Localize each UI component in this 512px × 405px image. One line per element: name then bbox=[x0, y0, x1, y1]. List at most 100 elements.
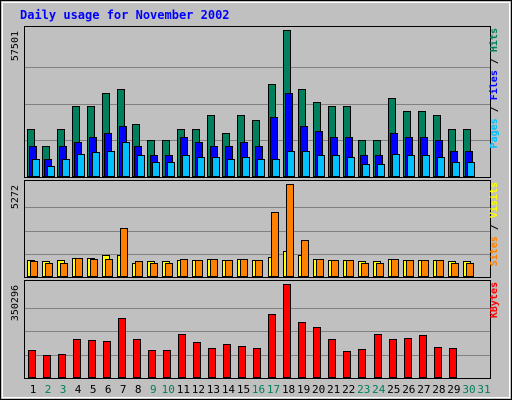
bar-sites-day-21 bbox=[331, 260, 339, 277]
bar-sites-day-12 bbox=[195, 260, 203, 277]
bar-pages-day-15 bbox=[242, 157, 250, 177]
x-tick-label: 23 bbox=[357, 383, 370, 396]
x-tick-label: 20 bbox=[312, 383, 325, 396]
bar-sites-day-7 bbox=[120, 228, 128, 277]
bar-sites-day-8 bbox=[135, 261, 143, 277]
x-tick-label: 13 bbox=[207, 383, 220, 396]
bar-kbytes-day-6 bbox=[103, 341, 111, 378]
bar-sites-day-1 bbox=[30, 261, 38, 277]
bar-pages-day-16 bbox=[257, 159, 265, 177]
x-tick-label: 3 bbox=[60, 383, 67, 396]
x-tick-label: 9 bbox=[150, 383, 157, 396]
legend-label: Pages bbox=[489, 118, 500, 148]
legend-label: Files bbox=[488, 70, 500, 100]
panel-kbytes: 350296 KBytes bbox=[10, 280, 500, 379]
bar-pages-day-2 bbox=[47, 166, 55, 177]
bar-kbytes-day-28 bbox=[434, 347, 442, 378]
series-legend: Sites / Visits bbox=[488, 182, 500, 266]
legend-label: / bbox=[489, 218, 500, 236]
x-tick-label: 18 bbox=[282, 383, 295, 396]
bar-kbytes-day-20 bbox=[313, 327, 321, 378]
x-tick-label: 19 bbox=[297, 383, 310, 396]
bar-pages-day-24 bbox=[377, 164, 385, 177]
bar-kbytes-day-7 bbox=[118, 318, 126, 378]
x-tick-label: 21 bbox=[327, 383, 340, 396]
bar-kbytes-day-5 bbox=[88, 340, 96, 378]
bar-kbytes-day-3 bbox=[58, 354, 66, 378]
legend-label: Visits bbox=[488, 182, 500, 218]
bar-pages-day-19 bbox=[302, 151, 310, 177]
bar-kbytes-day-17 bbox=[268, 314, 276, 378]
bar-kbytes-day-14 bbox=[223, 344, 231, 378]
bar-kbytes-day-1 bbox=[28, 350, 36, 378]
x-tick-label: 24 bbox=[372, 383, 386, 396]
bar-pages-day-7 bbox=[122, 142, 130, 177]
bar-kbytes-day-8 bbox=[133, 339, 141, 378]
y-axis-max-label: 350296 bbox=[10, 285, 21, 321]
x-tick-label: 26 bbox=[402, 383, 415, 396]
series-pages bbox=[32, 142, 475, 177]
x-tick-label: 10 bbox=[162, 383, 175, 396]
bar-sites-day-22 bbox=[346, 260, 354, 277]
x-tick-label: 15 bbox=[237, 383, 250, 396]
bar-sites-day-18 bbox=[286, 184, 294, 277]
bar-pages-day-17 bbox=[272, 159, 280, 177]
bar-pages-day-22 bbox=[347, 157, 355, 177]
bar-kbytes-day-12 bbox=[193, 342, 201, 378]
bar-sites-day-6 bbox=[105, 259, 113, 277]
bar-kbytes-day-13 bbox=[208, 348, 216, 378]
bar-pages-day-8 bbox=[137, 155, 145, 177]
bar-pages-day-18 bbox=[287, 151, 295, 177]
bar-pages-day-27 bbox=[422, 155, 430, 177]
legend-label: Sites bbox=[488, 236, 500, 266]
bar-sites-day-16 bbox=[255, 260, 263, 277]
bar-kbytes-day-11 bbox=[178, 334, 186, 378]
bar-pages-day-20 bbox=[317, 155, 325, 177]
bar-kbytes-day-4 bbox=[73, 339, 81, 378]
x-tick-label: 1 bbox=[30, 383, 37, 396]
x-tick-label: 12 bbox=[192, 383, 205, 396]
x-tick-label: 30 bbox=[462, 383, 475, 396]
bar-pages-day-9 bbox=[152, 162, 160, 177]
bar-pages-day-6 bbox=[107, 151, 115, 177]
bar-sites-day-23 bbox=[361, 263, 369, 277]
x-axis-day-labels: 1 2 3 4 5 6 7 8 9 10 11 12 13 14 15 16 17 18 19 20 21 22 23 24 2… bbox=[30, 383, 491, 396]
bar-pages-day-25 bbox=[392, 154, 400, 177]
legend-label: KBytes bbox=[489, 282, 500, 318]
bar-pages-day-12 bbox=[197, 157, 205, 177]
bar-kbytes-day-25 bbox=[389, 339, 397, 378]
bar-sites-day-25 bbox=[391, 259, 399, 277]
bar-pages-day-10 bbox=[167, 162, 175, 177]
legend-label: / bbox=[489, 52, 500, 70]
bar-sites-day-15 bbox=[240, 259, 248, 277]
bar-sites-day-9 bbox=[150, 263, 158, 277]
bar-pages-day-5 bbox=[92, 152, 100, 177]
bar-sites-day-2 bbox=[45, 263, 53, 277]
legend-label: Hits bbox=[488, 28, 500, 52]
bar-pages-day-30 bbox=[467, 162, 475, 177]
panel-hits-files-pages: 57501 Pages / Files / Hits bbox=[10, 26, 500, 178]
bar-sites-day-14 bbox=[225, 260, 233, 277]
bar-pages-day-28 bbox=[437, 157, 445, 177]
x-tick-label: 8 bbox=[135, 383, 142, 396]
bar-pages-day-11 bbox=[182, 155, 190, 177]
bar-kbytes-day-26 bbox=[404, 338, 412, 378]
y-axis-max-label: 57501 bbox=[10, 31, 21, 61]
graph-inner-border bbox=[2, 2, 510, 398]
bar-kbytes-day-16 bbox=[253, 348, 261, 378]
x-tick-label: 22 bbox=[342, 383, 355, 396]
bar-pages-day-21 bbox=[332, 155, 340, 177]
x-tick-label: 14 bbox=[222, 383, 236, 396]
panel-visits-sites: 5272 Sites / Visits bbox=[10, 180, 500, 278]
chart-panels: 57501 Pages / Files / Hits 5272 Sites / Vis… bbox=[10, 26, 500, 379]
chart-title: Daily usage for November 2002 bbox=[20, 8, 230, 22]
bar-sites-day-29 bbox=[451, 263, 459, 277]
x-tick-label: 27 bbox=[417, 383, 430, 396]
bar-kbytes-day-10 bbox=[163, 350, 171, 378]
bar-sites-day-13 bbox=[210, 259, 218, 277]
bar-sites-day-27 bbox=[421, 260, 429, 277]
bar-kbytes-day-21 bbox=[328, 339, 336, 378]
bar-kbytes-day-9 bbox=[148, 350, 156, 378]
bar-pages-day-29 bbox=[452, 162, 460, 177]
